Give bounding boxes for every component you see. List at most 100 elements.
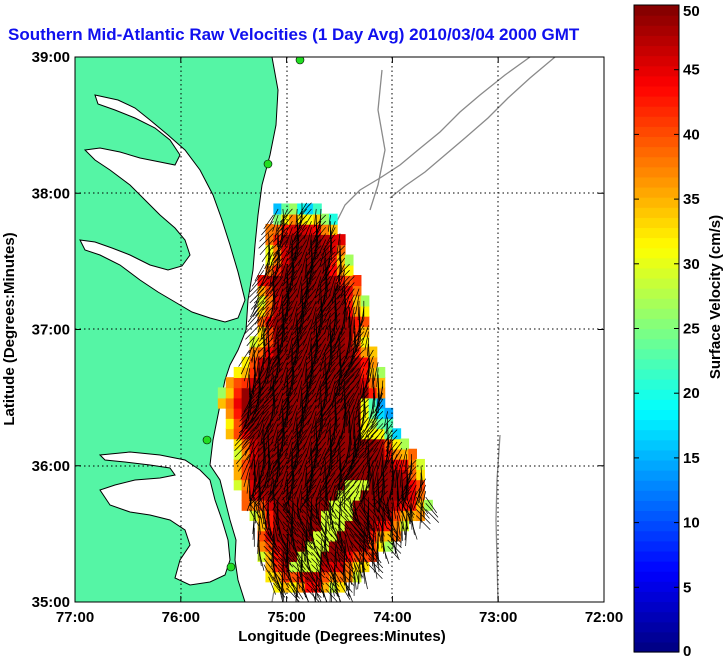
velocity-arrow xyxy=(296,509,305,531)
velocity-arrow xyxy=(270,423,279,445)
velocity-cell xyxy=(289,407,298,419)
velocity-cell xyxy=(344,295,354,307)
velocity-arrow xyxy=(330,245,346,261)
colorbar-band xyxy=(634,106,679,117)
velocity-arrow xyxy=(342,398,350,420)
velocity-cell xyxy=(241,458,251,470)
velocity-arrow xyxy=(356,490,369,510)
velocity-cell xyxy=(217,397,227,409)
velocity-cell xyxy=(320,499,330,511)
y-tick-label: 36:00 xyxy=(32,458,70,475)
velocity-arrow xyxy=(266,503,269,525)
velocity-arrow xyxy=(277,404,293,422)
velocity-arrow xyxy=(355,435,360,458)
velocity-cell xyxy=(400,479,410,491)
velocity-cell xyxy=(368,458,378,470)
velocity-cell xyxy=(305,295,314,307)
colorbar-band xyxy=(634,166,679,178)
velocity-arrow xyxy=(351,355,365,373)
velocity-cell xyxy=(249,366,259,378)
radar-station-marker xyxy=(295,57,305,65)
velocity-arrow xyxy=(331,435,346,454)
velocity-arrow xyxy=(302,472,317,491)
velocity-cell xyxy=(233,428,243,440)
velocity-arrow xyxy=(258,515,261,535)
velocity-arrow xyxy=(299,417,303,440)
velocity-cell xyxy=(297,213,306,225)
velocity-cell xyxy=(416,469,425,481)
velocity-arrow xyxy=(262,263,269,283)
velocity-arrow xyxy=(338,478,355,495)
colorbar-gradient xyxy=(634,5,679,653)
velocity-cell xyxy=(281,520,291,532)
velocity-arrow xyxy=(353,423,356,446)
velocity-arrow xyxy=(281,269,298,287)
velocity-arrow xyxy=(303,221,312,240)
velocity-arrow xyxy=(377,552,380,572)
velocity-arrow xyxy=(269,368,274,390)
velocity-arrow xyxy=(251,398,260,420)
velocity-cell xyxy=(376,397,386,409)
radar-station-marker xyxy=(226,562,236,572)
velocity-arrow xyxy=(263,509,267,530)
velocity-arrow xyxy=(277,435,279,458)
velocity-cell xyxy=(305,550,314,562)
velocity-arrow xyxy=(346,405,355,426)
velocity-arrow xyxy=(362,484,365,504)
y-tick-label: 37:00 xyxy=(32,322,70,339)
velocity-arrow xyxy=(269,472,274,495)
velocity-arrow xyxy=(301,214,312,231)
velocity-arrow xyxy=(295,208,298,227)
velocity-arrow xyxy=(332,331,346,350)
velocity-arrow xyxy=(268,454,271,476)
velocity-arrow xyxy=(281,325,293,345)
velocity-arrow xyxy=(246,441,260,461)
velocity-arrow xyxy=(380,380,384,400)
velocity-arrow xyxy=(381,515,384,538)
velocity-arrow xyxy=(282,515,299,532)
velocity-arrow xyxy=(296,552,310,571)
velocity-cell xyxy=(328,489,338,501)
velocity-arrow xyxy=(267,361,284,379)
velocity-arrow xyxy=(320,251,336,267)
velocity-cell xyxy=(305,397,314,409)
velocity-arrow xyxy=(396,515,401,536)
velocity-arrow xyxy=(282,552,289,574)
velocity-arrow xyxy=(260,423,274,442)
velocity-cell xyxy=(336,540,346,552)
velocity-arrow xyxy=(292,582,304,600)
colorbar-band xyxy=(634,247,679,259)
velocity-arrow xyxy=(258,417,269,438)
velocity-arrow xyxy=(269,380,284,399)
velocity-cell xyxy=(289,223,298,235)
velocity-arrow xyxy=(339,564,356,581)
velocity-arrow xyxy=(339,472,355,490)
velocity-arrow xyxy=(396,472,399,495)
velocity-arrow xyxy=(318,300,331,320)
velocity-cell xyxy=(297,458,306,470)
velocity-arrow xyxy=(367,337,369,357)
colorbar-band xyxy=(634,308,679,319)
velocity-arrow xyxy=(358,558,362,579)
velocity-arrow xyxy=(272,337,288,354)
velocity-arrow xyxy=(395,527,398,548)
velocity-arrow xyxy=(313,214,326,228)
velocity-arrow xyxy=(320,447,336,465)
velocity-arrow xyxy=(238,349,250,367)
velocity-cell xyxy=(289,418,298,430)
colorbar-tick-label: 50 xyxy=(683,3,700,20)
velocity-arrow xyxy=(240,460,250,480)
velocity-arrow xyxy=(344,533,351,556)
velocity-arrow xyxy=(309,503,312,526)
velocity-arrow xyxy=(353,497,356,516)
velocity-arrow xyxy=(411,521,418,540)
velocity-arrow xyxy=(255,306,265,325)
velocity-cell xyxy=(384,540,394,552)
velocity-cell xyxy=(305,520,314,532)
velocity-cell xyxy=(265,254,275,266)
velocity-arrow xyxy=(356,472,365,494)
velocity-arrow xyxy=(373,472,388,490)
velocity-arrow xyxy=(411,509,413,530)
velocity-cell xyxy=(336,418,346,430)
velocity-arrow xyxy=(268,558,283,573)
